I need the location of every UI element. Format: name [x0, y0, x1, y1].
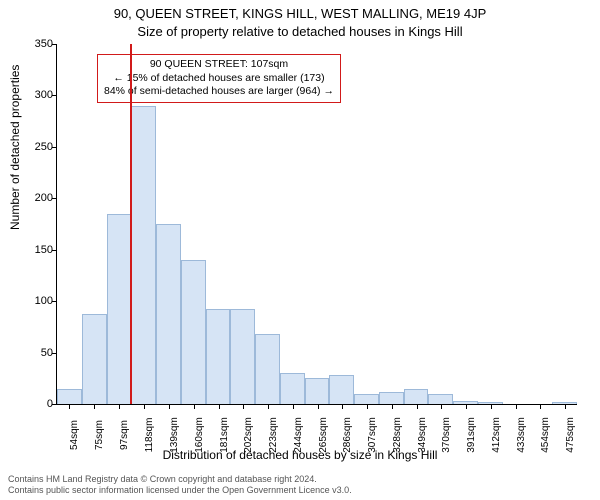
y-axis-label: Number of detached properties — [8, 65, 22, 230]
x-tick-mark — [94, 404, 95, 409]
x-tick-mark — [243, 404, 244, 409]
plot-area: 90 QUEEN STREET: 107sqm ← 15% of detache… — [56, 44, 577, 405]
x-tick-mark — [367, 404, 368, 409]
annotation-box: 90 QUEEN STREET: 107sqm ← 15% of detache… — [97, 54, 341, 103]
histogram-bar — [107, 214, 132, 404]
histogram-bar — [305, 378, 330, 404]
x-tick-mark — [392, 404, 393, 409]
x-tick-mark — [268, 404, 269, 409]
histogram-bar — [379, 392, 404, 404]
x-tick-mark — [417, 404, 418, 409]
x-tick-mark — [441, 404, 442, 409]
chart-title-line2: Size of property relative to detached ho… — [0, 24, 600, 39]
histogram-bar — [206, 309, 231, 404]
chart-title-line1: 90, QUEEN STREET, KINGS HILL, WEST MALLI… — [0, 6, 600, 21]
annotation-line1: 90 QUEEN STREET: 107sqm — [104, 58, 334, 72]
histogram-bar — [280, 373, 305, 404]
y-tick-label: 300 — [21, 89, 53, 101]
x-tick-mark — [194, 404, 195, 409]
y-tick-mark — [52, 250, 57, 251]
x-tick-mark — [342, 404, 343, 409]
y-tick-label: 100 — [21, 295, 53, 307]
footer-line1: Contains HM Land Registry data © Crown c… — [8, 474, 352, 485]
histogram-bar — [156, 224, 181, 404]
x-tick-mark — [219, 404, 220, 409]
histogram-bar — [57, 389, 82, 404]
x-tick-mark — [466, 404, 467, 409]
y-tick-label: 250 — [21, 141, 53, 153]
y-tick-mark — [52, 198, 57, 199]
y-tick-mark — [52, 404, 57, 405]
histogram-bar — [230, 309, 255, 404]
histogram-bar — [404, 389, 429, 404]
annotation-line3: 84% of semi-detached houses are larger (… — [104, 85, 334, 99]
histogram-bar — [428, 394, 453, 404]
x-tick-mark — [293, 404, 294, 409]
x-axis-label: Distribution of detached houses by size … — [0, 448, 600, 462]
footer-line2: Contains public sector information licen… — [8, 485, 352, 496]
chart-container: 90, QUEEN STREET, KINGS HILL, WEST MALLI… — [0, 0, 600, 500]
y-tick-mark — [52, 44, 57, 45]
y-tick-mark — [52, 95, 57, 96]
histogram-bar — [82, 314, 107, 405]
x-tick-mark — [69, 404, 70, 409]
reference-line — [130, 44, 132, 404]
histogram-bar — [255, 334, 280, 404]
y-tick-label: 50 — [21, 347, 53, 359]
y-tick-label: 200 — [21, 192, 53, 204]
x-tick-label: 75sqm — [94, 420, 105, 450]
x-tick-mark — [565, 404, 566, 409]
x-tick-mark — [318, 404, 319, 409]
histogram-bar — [329, 375, 354, 404]
y-tick-label: 0 — [21, 398, 53, 410]
x-tick-label: 97sqm — [119, 420, 130, 450]
x-tick-mark — [540, 404, 541, 409]
y-tick-mark — [52, 353, 57, 354]
y-tick-label: 150 — [21, 244, 53, 256]
histogram-bar — [354, 394, 379, 404]
annotation-line2: ← 15% of detached houses are smaller (17… — [104, 72, 334, 86]
x-tick-mark — [144, 404, 145, 409]
histogram-bar — [131, 106, 156, 404]
x-tick-mark — [516, 404, 517, 409]
y-tick-label: 350 — [21, 38, 53, 50]
histogram-bar — [181, 260, 206, 404]
histogram-bar — [478, 402, 503, 404]
x-tick-mark — [119, 404, 120, 409]
histogram-bar — [453, 401, 478, 404]
x-tick-mark — [169, 404, 170, 409]
y-tick-mark — [52, 147, 57, 148]
x-tick-mark — [491, 404, 492, 409]
histogram-bar — [552, 402, 577, 404]
footer-attribution: Contains HM Land Registry data © Crown c… — [8, 474, 352, 497]
x-tick-label: 54sqm — [69, 420, 80, 450]
y-tick-mark — [52, 301, 57, 302]
